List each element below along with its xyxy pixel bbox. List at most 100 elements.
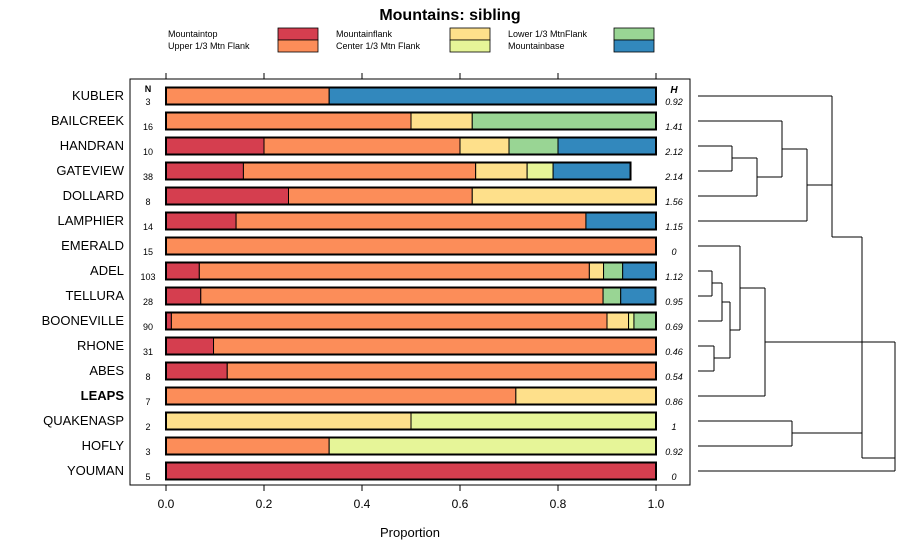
category-label: BOONEVILLE	[42, 313, 125, 328]
bar-outline	[165, 86, 657, 106]
x-tick-label: 0.2	[256, 497, 273, 511]
bar-segment	[515, 387, 657, 405]
bar-outline	[165, 361, 657, 381]
legend-swatch	[277, 39, 319, 53]
bar-outline	[165, 386, 657, 406]
bar-segment	[165, 212, 237, 230]
h-value: 2.12	[664, 147, 683, 157]
bar-segment	[165, 187, 289, 205]
bar-segment	[622, 262, 657, 280]
bar-segment	[165, 337, 215, 355]
plot-frame	[129, 78, 691, 486]
legend-label: Center 1/3 Mtn Flank	[336, 41, 421, 51]
category-label: HANDRAN	[60, 138, 124, 153]
h-value: 0.46	[665, 347, 683, 357]
bar-segment	[263, 137, 461, 155]
h-value: 0.95	[665, 297, 684, 307]
h-value: 1.56	[665, 197, 683, 207]
h-value: 1.41	[665, 122, 683, 132]
n-value: 103	[140, 272, 155, 282]
legend: Mountaintop Upper 1/3 Mtn Flank Mountainfl…	[168, 27, 655, 53]
bar-segment	[213, 337, 657, 355]
n-value: 90	[143, 322, 153, 332]
bar-outline	[165, 411, 657, 431]
bar-segment	[508, 137, 559, 155]
n-value: 8	[145, 372, 150, 382]
bar-segment	[410, 112, 473, 130]
bar-segment	[226, 362, 657, 380]
legend-swatch	[449, 39, 491, 53]
category-label: QUAKENASP	[43, 413, 124, 428]
bar-segment	[552, 162, 632, 180]
x-axis-label: Proportion	[380, 525, 440, 540]
bar-segment	[588, 262, 605, 280]
bar-segment	[526, 162, 554, 180]
bar-outline	[165, 236, 657, 256]
bar-segment	[165, 412, 412, 430]
h-value: 2.14	[664, 172, 683, 182]
h-value: 0.69	[665, 322, 683, 332]
category-label: LAMPHIER	[58, 213, 124, 228]
bar-segment	[471, 187, 657, 205]
bar-segment	[165, 387, 517, 405]
legend-label: Lower 1/3 MtnFlank	[508, 29, 588, 39]
category-label: BAILCREEK	[51, 113, 124, 128]
bar-segment	[328, 87, 657, 105]
n-value: 28	[143, 297, 153, 307]
bar-outline	[165, 261, 657, 281]
x-tick-label: 0.6	[452, 497, 469, 511]
bars	[165, 86, 657, 481]
h-value: 0.86	[665, 397, 683, 407]
bar-segment	[165, 437, 330, 455]
bar-outline	[165, 161, 632, 181]
n-value: 31	[143, 347, 153, 357]
bar-segment	[165, 237, 657, 255]
bar-segment	[410, 412, 657, 430]
n-value: 2	[145, 422, 150, 432]
x-tick-label: 0.0	[158, 497, 175, 511]
bar-segment	[620, 287, 657, 305]
n-value: 3	[145, 447, 150, 457]
bar-segment	[606, 312, 630, 330]
h-value: 1.15	[665, 222, 684, 232]
x-tick-label: 0.8	[550, 497, 567, 511]
category-label: GATEVIEW	[56, 163, 124, 178]
bar-outline	[165, 311, 657, 331]
bar-outline	[165, 436, 657, 456]
bar-segment	[557, 137, 657, 155]
bar-segment	[603, 262, 624, 280]
n-value: 5	[145, 472, 150, 482]
category-label: ABES	[89, 363, 124, 378]
bar-segment	[475, 162, 528, 180]
x-tick-label: 1.0	[648, 497, 665, 511]
bar-segment	[242, 162, 477, 180]
bar-segment	[198, 262, 590, 280]
bar-segment	[328, 437, 657, 455]
bar-segment	[602, 287, 622, 305]
h-value: 1.12	[665, 272, 683, 282]
category-label: DOLLARD	[63, 188, 124, 203]
bar-outline	[165, 211, 657, 231]
bar-segment	[471, 112, 657, 130]
h-value: 0.92	[665, 97, 683, 107]
n-value: 38	[143, 172, 153, 182]
bar-segment	[165, 87, 330, 105]
n-value: 3	[145, 97, 150, 107]
bar-segment	[628, 312, 635, 330]
h-column-header: H	[670, 85, 678, 96]
legend-label: Upper 1/3 Mtn Flank	[168, 41, 250, 51]
x-axis: 0.0 0.2 0.4 0.6 0.8 1.0	[158, 73, 665, 511]
legend-swatch	[277, 27, 319, 41]
bar-segment	[165, 162, 244, 180]
bar-segment	[235, 212, 587, 230]
legend-label: Mountainflank	[336, 29, 393, 39]
bar-outline	[165, 136, 657, 156]
legend-swatch	[613, 27, 655, 41]
bar-segment	[170, 312, 608, 330]
bar-segment	[585, 212, 657, 230]
bar-outline	[165, 186, 657, 206]
legend-swatch	[613, 39, 655, 53]
h-value: 0	[671, 247, 676, 257]
